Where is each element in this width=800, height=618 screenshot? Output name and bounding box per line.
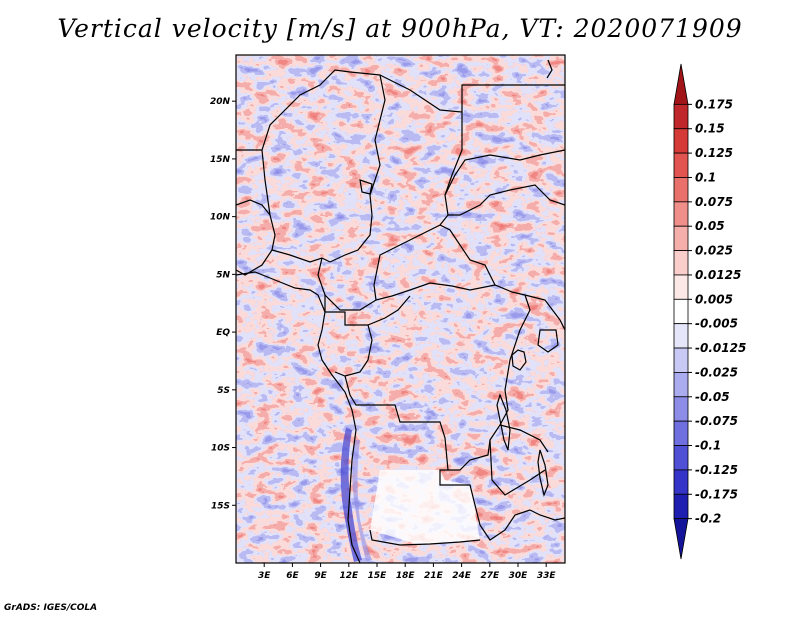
colorbar-swatch: [673, 372, 689, 398]
colorbar-label: -0.2: [695, 512, 721, 526]
colorbar-label: 0.05: [695, 219, 725, 233]
border-line: [448, 184, 565, 216]
lon-tick-label: 15E: [368, 571, 388, 581]
border-line: [489, 439, 546, 496]
colorbar-swatch: [673, 177, 689, 203]
calm-area: [370, 470, 480, 545]
lat-tick-label: 5N: [216, 270, 230, 280]
border-line: [344, 375, 449, 471]
border-line: [261, 149, 271, 216]
colorbar-label: -0.0125: [695, 341, 746, 355]
colorbar-swatch: [673, 420, 689, 446]
longitude-axis: 3E 6E 9E 12E 15E 18E 21E 24E 27E 30E 33E: [258, 563, 556, 581]
border-line: [369, 529, 481, 546]
colorbar-swatch: [673, 225, 689, 251]
lat-tick-label: 20N: [210, 97, 231, 107]
lat-tick-label: 15N: [210, 155, 231, 165]
lon-tick-label: 3E: [258, 571, 271, 581]
lat-tick-label: EQ: [216, 328, 230, 338]
colorbar-swatch: [673, 103, 689, 130]
colorbar-swatch: [673, 201, 689, 227]
colorbar-swatch: [673, 152, 689, 178]
colorbar-swatch: [673, 250, 689, 276]
lat-tick-label: 10N: [210, 213, 231, 223]
coastal-band: [340, 428, 362, 562]
colorbar-label: -0.125: [695, 463, 738, 477]
lat-tick-label: 10S: [211, 444, 230, 454]
lon-tick-label: 12E: [339, 571, 359, 581]
colorbar-top-arrow: [673, 63, 689, 105]
border-line: [439, 469, 531, 541]
lon-tick-label: 9E: [314, 571, 327, 581]
border-line: [236, 69, 463, 301]
colorbar-swatch: [673, 274, 689, 300]
colorbar-label: -0.025: [695, 365, 738, 379]
colorbar-label: -0.175: [695, 487, 738, 501]
colorbar-label: 0.005: [695, 292, 733, 306]
colorbar-swatch: [673, 347, 689, 373]
lon-tick-label: 21E: [424, 571, 444, 581]
page-title: Vertical velocity [m/s] at 900hPa, VT: 2…: [57, 14, 743, 43]
colorbar-label: 0.025: [695, 244, 733, 258]
colorbar-label: 0.15: [695, 122, 725, 136]
colorbar-swatch: [673, 396, 689, 422]
colorbar-label: 0.175: [695, 97, 733, 111]
border-line: [524, 294, 565, 331]
lake-tanganyika: [496, 393, 511, 451]
colorbar-bottom-arrow: [673, 518, 689, 560]
border-line: [367, 295, 411, 326]
colorbar-label: -0.1: [695, 439, 721, 453]
colorbar-label: -0.075: [695, 414, 738, 428]
lon-tick-label: 18E: [396, 571, 416, 581]
lon-tick-label: 33E: [537, 571, 557, 581]
colorbar-swatch: [673, 298, 689, 325]
lat-tick-label: 5S: [217, 386, 230, 396]
colorbar-label: 0.1: [695, 170, 716, 184]
border-line: [444, 149, 565, 196]
border-line: [461, 84, 565, 112]
coastline: [236, 271, 361, 563]
colorbar-swatch: [673, 128, 689, 154]
lat-tick-label: 15S: [211, 501, 230, 511]
velocity-field: [236, 55, 565, 563]
coastal-band-inner: [352, 440, 372, 561]
plot-frame: [235, 54, 566, 564]
lake-chad: [359, 179, 373, 195]
latitude-axis: 20N 15N 10N 5N EQ 5S 10S 15S: [210, 97, 236, 511]
coastline-north: [546, 59, 553, 79]
border-line: [236, 199, 276, 276]
colorbar: 0.175 0.15 0.125 0.1 0.075 0.05 0.025 0.0125 0.0…: [673, 63, 746, 560]
border-line: [271, 249, 331, 263]
country-borders: [236, 59, 565, 563]
grads-credit: GrADS: IGES/COLA: [4, 603, 98, 613]
border-line: [329, 74, 386, 263]
lon-tick-label: 6E: [286, 571, 299, 581]
colorbar-label: 0.075: [695, 195, 733, 209]
lake-malawi: [537, 449, 549, 497]
lon-tick-label: 30E: [509, 571, 529, 581]
border-line: [439, 224, 496, 286]
border-line: [324, 295, 373, 377]
colorbar-swatch: [673, 445, 689, 471]
lake-victoria: [511, 349, 527, 371]
border-line: [317, 257, 526, 311]
lon-tick-label: 27E: [480, 571, 500, 581]
colorbar-label: 0.125: [695, 146, 733, 160]
colorbar-label: -0.05: [695, 390, 730, 404]
colorbar-swatch: [673, 469, 689, 495]
colorbar-swatch: [673, 493, 689, 520]
lon-tick-label: 24E: [452, 571, 472, 581]
lake-region: [537, 329, 559, 353]
border-line: [448, 294, 531, 471]
colorbar-label: 0.0125: [695, 268, 741, 282]
colorbar-label: -0.005: [695, 317, 738, 331]
colorbar-swatch: [673, 323, 689, 349]
border-line: [529, 509, 565, 521]
